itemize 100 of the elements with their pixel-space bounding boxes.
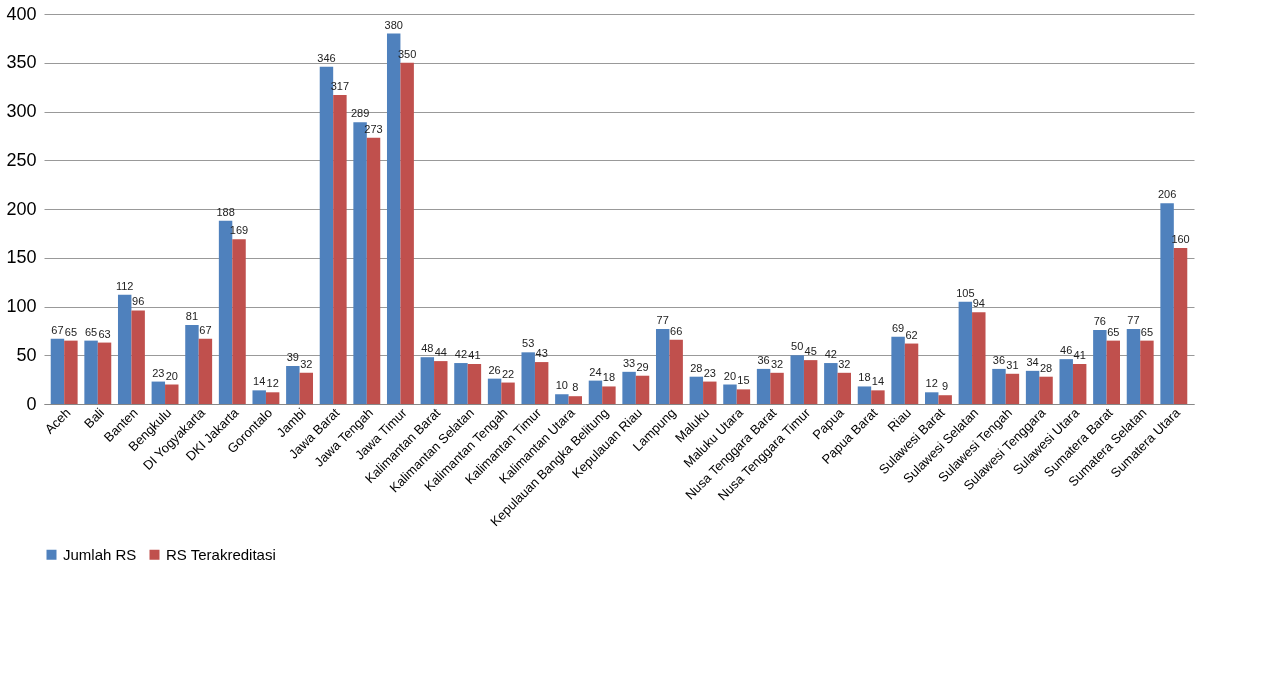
- data-label: 105: [956, 286, 975, 299]
- bar: [521, 352, 535, 404]
- bar: [958, 301, 973, 404]
- data-label: 63: [98, 327, 111, 340]
- bar: [151, 381, 166, 404]
- bar: [333, 94, 347, 404]
- data-label: 42: [454, 348, 468, 361]
- data-label: 12: [925, 377, 938, 390]
- bar: [1072, 364, 1087, 404]
- data-label: 380: [384, 18, 403, 31]
- data-label: 188: [216, 205, 235, 218]
- bar: [400, 62, 414, 404]
- data-label: 34: [1026, 355, 1039, 368]
- data-label: 67: [199, 323, 212, 336]
- data-label: 206: [1157, 188, 1177, 201]
- bar: [736, 389, 751, 404]
- data-label: 22: [501, 367, 515, 380]
- bar: [117, 294, 132, 404]
- bar: [891, 336, 905, 404]
- data-label: 23: [152, 366, 165, 379]
- bar: [1126, 328, 1141, 404]
- bar: [790, 355, 804, 404]
- data-label: 39: [286, 350, 299, 363]
- bar: [837, 372, 852, 404]
- bar: [602, 386, 616, 404]
- bar: [1005, 373, 1020, 404]
- data-label: 28: [690, 361, 703, 374]
- data-label: 33: [622, 356, 636, 369]
- bar: [1140, 340, 1154, 404]
- bar: [286, 365, 300, 404]
- data-label: 46: [1060, 344, 1073, 357]
- data-label: 8: [572, 381, 579, 394]
- bar: [366, 137, 381, 404]
- bar: [1059, 359, 1073, 404]
- legend-label: Jumlah RS: [63, 545, 137, 563]
- bar: [198, 338, 213, 404]
- data-label: 29: [636, 360, 649, 373]
- data-label: 65: [1140, 325, 1154, 338]
- data-label: 18: [858, 371, 871, 384]
- y-tick-label: 400: [6, 3, 37, 24]
- bar: [588, 380, 603, 404]
- bar: [1039, 376, 1053, 404]
- data-label: 112: [115, 279, 134, 292]
- bar: [803, 360, 818, 404]
- bar: [454, 363, 468, 404]
- data-label: 77: [656, 313, 669, 326]
- data-label: 45: [804, 345, 817, 358]
- bar: [669, 339, 683, 404]
- data-label: 96: [132, 295, 145, 308]
- data-label: 41: [1073, 349, 1086, 362]
- y-tick-label: 300: [6, 101, 37, 121]
- bar: [487, 378, 502, 404]
- data-label: 65: [1107, 325, 1120, 338]
- bar: [501, 382, 515, 404]
- data-label: 23: [703, 366, 716, 379]
- bar: [568, 396, 583, 404]
- data-label: 42: [824, 348, 837, 361]
- y-tick-label: 200: [6, 198, 37, 219]
- bar: [185, 325, 199, 404]
- bar: [824, 363, 838, 404]
- data-label: 24: [589, 365, 602, 378]
- data-label: 50: [791, 340, 804, 353]
- bar: [434, 361, 448, 404]
- bar: [131, 310, 145, 404]
- bar: [467, 364, 482, 404]
- bar: [723, 384, 737, 404]
- bar: [1093, 329, 1107, 404]
- data-label: 69: [891, 321, 905, 334]
- bar: [165, 384, 179, 404]
- data-label: 53: [522, 337, 535, 350]
- y-tick-label: 350: [6, 52, 37, 73]
- bar: [924, 392, 939, 404]
- data-label: 346: [317, 51, 336, 64]
- y-tick-label: 0: [26, 393, 37, 414]
- data-label: 289: [350, 107, 370, 120]
- data-label: 20: [723, 369, 737, 382]
- bar: [622, 371, 636, 404]
- data-label: 81: [185, 310, 199, 323]
- data-label: 10: [555, 379, 568, 392]
- data-label: 26: [488, 363, 501, 376]
- data-label: 65: [84, 325, 98, 338]
- bar: [64, 340, 78, 404]
- bar: [635, 375, 650, 404]
- bar: [770, 372, 784, 404]
- y-tick-label: 150: [6, 247, 37, 268]
- data-label: 12: [266, 377, 279, 390]
- bar: [1173, 248, 1188, 404]
- data-label: 41: [468, 349, 481, 362]
- data-label: 77: [1127, 313, 1140, 326]
- bar: [904, 343, 919, 404]
- data-label: 31: [1006, 358, 1019, 371]
- bar: [1160, 203, 1174, 404]
- bar: [992, 368, 1006, 404]
- data-label: 36: [992, 353, 1006, 366]
- bar: [871, 390, 885, 404]
- x-tick-label: Bali: [81, 405, 108, 432]
- bar: [97, 342, 112, 404]
- data-label: 14: [253, 375, 266, 388]
- bar: [972, 312, 986, 404]
- y-tick-label: 100: [6, 296, 37, 316]
